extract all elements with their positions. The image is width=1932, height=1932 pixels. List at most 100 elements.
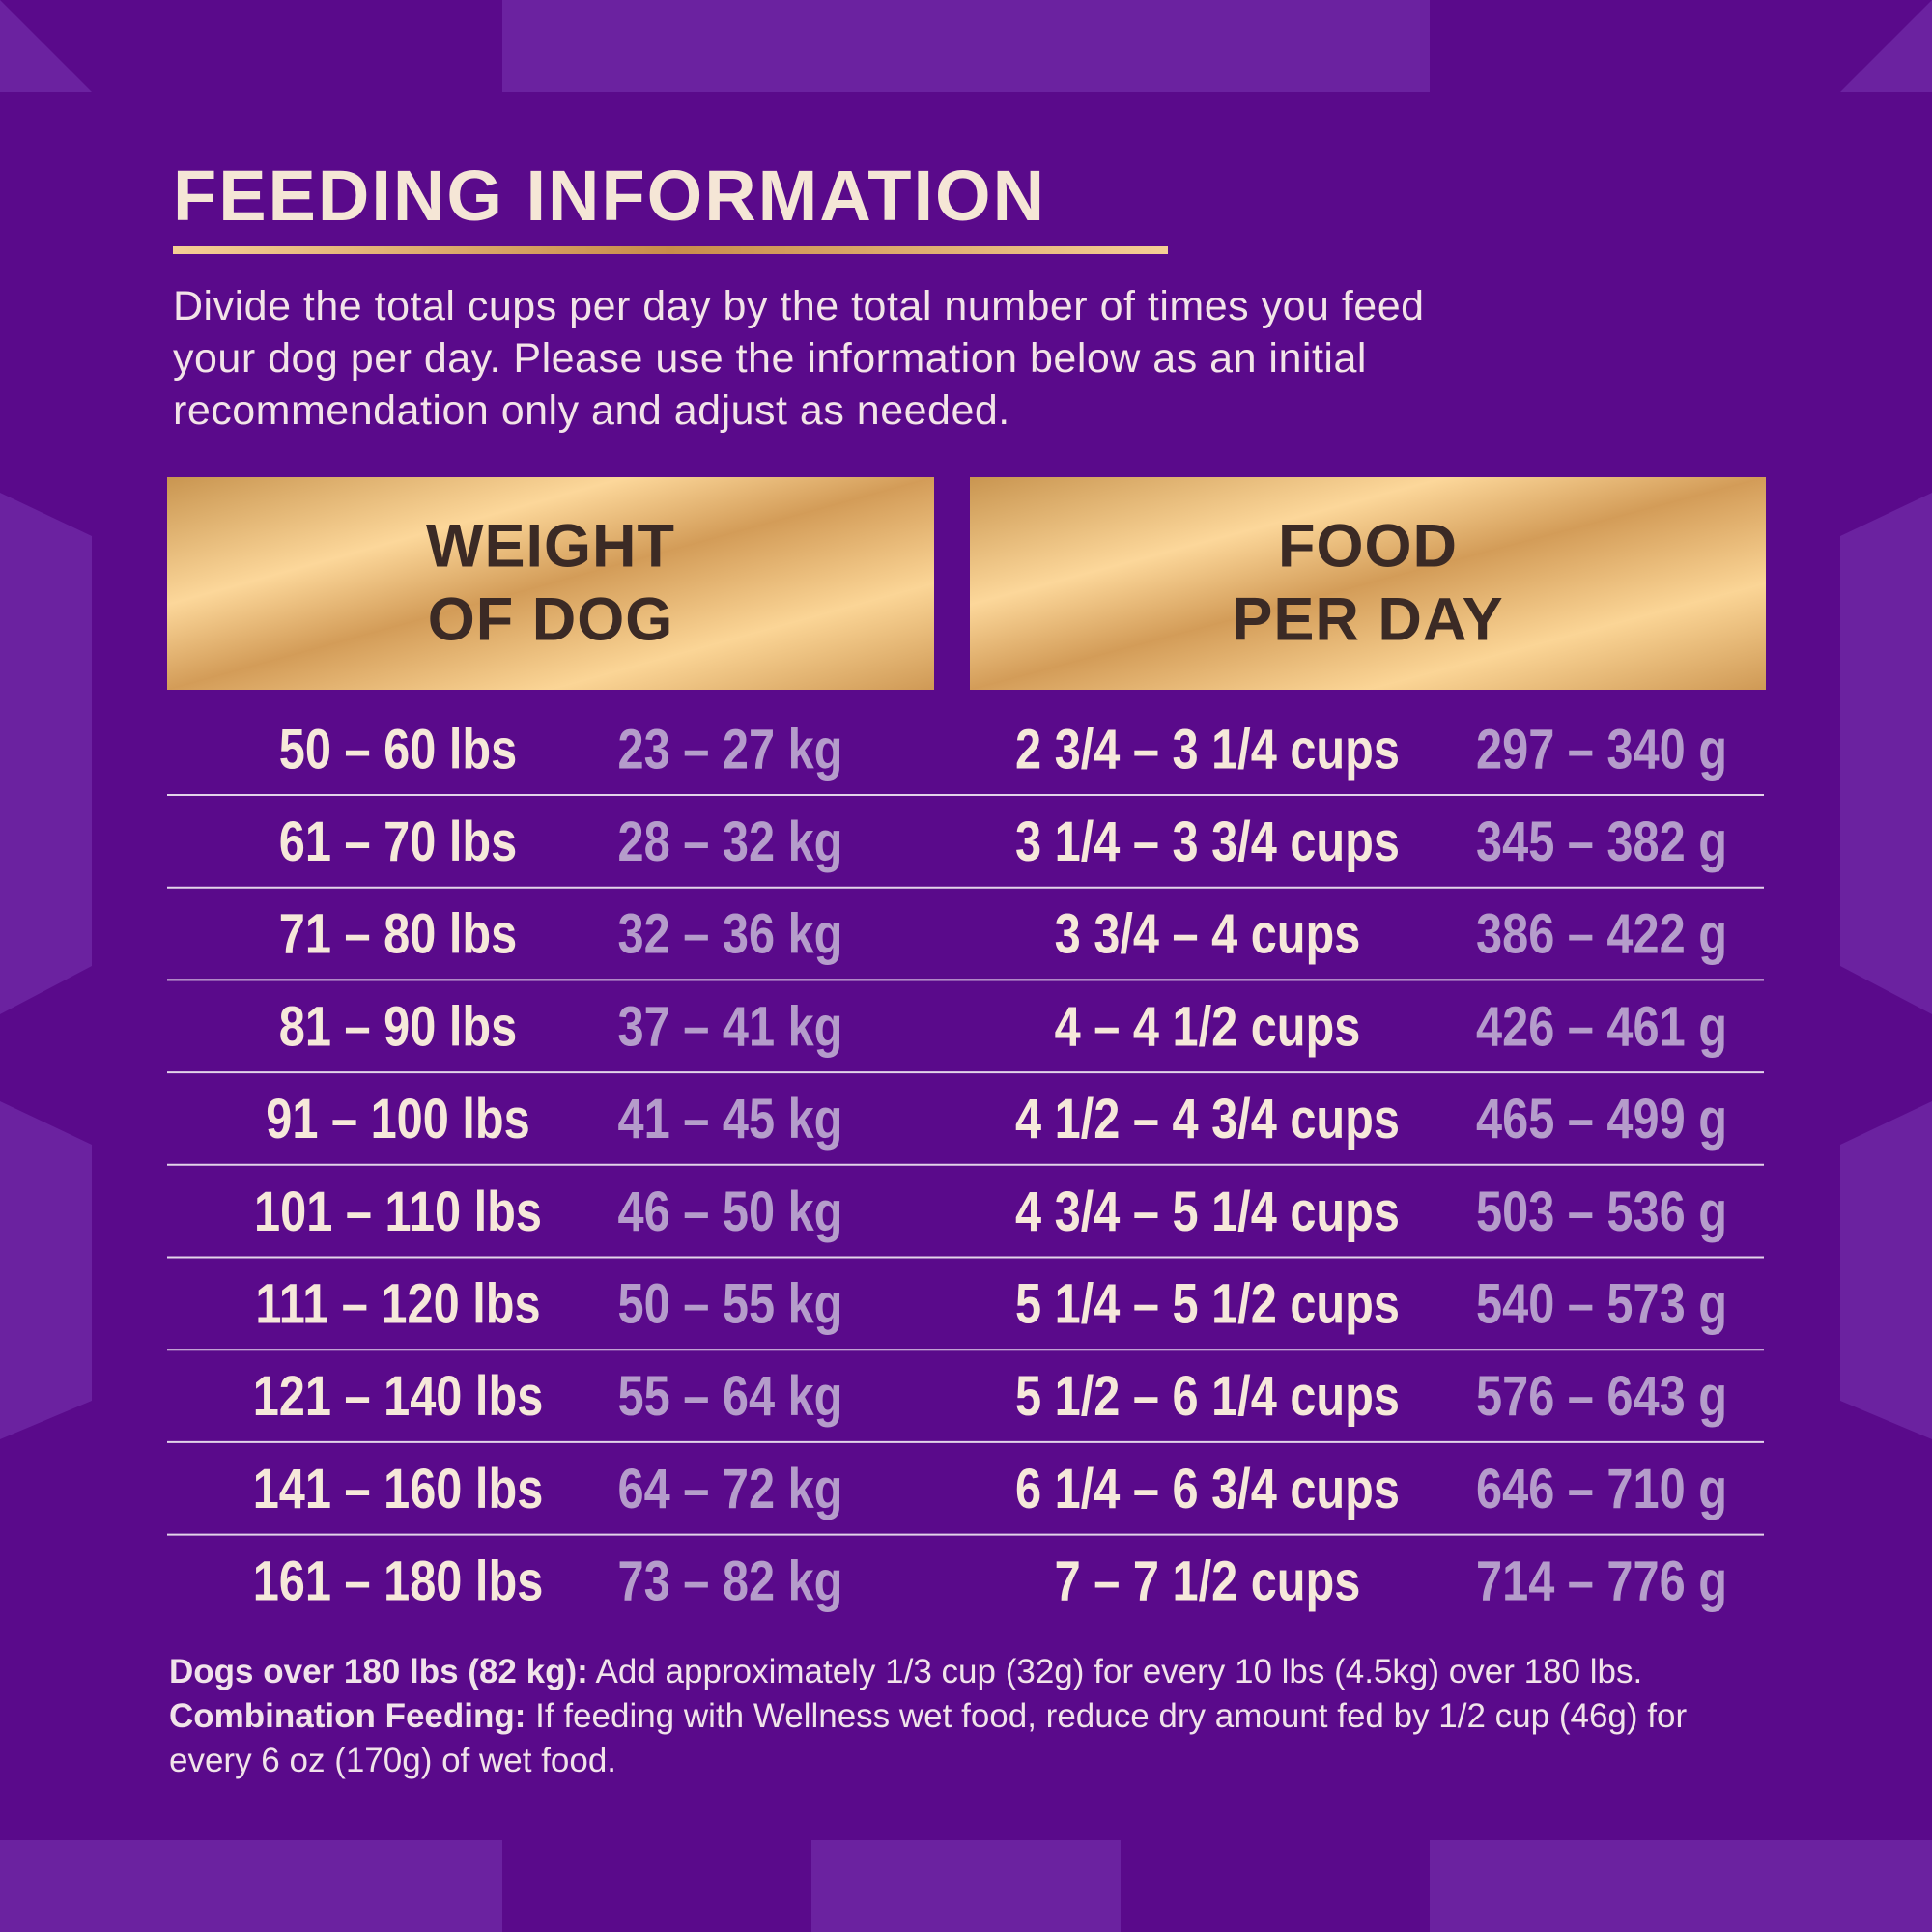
intro-line: your dog per day. Please use the informa… [173, 335, 1367, 382]
table-cell: 3 1/4 – 3 3/4 cups [1015, 811, 1400, 873]
table-cell: 61 – 70 lbs [279, 811, 517, 873]
cell-group: 37 – 41 kg [618, 997, 843, 1059]
table-cell: 7 – 7 1/2 cups [1055, 1551, 1361, 1613]
cell-group: 503 – 536 g [1476, 1181, 1727, 1243]
table-cell: 141 – 160 lbs [253, 1459, 544, 1520]
header-text: PER DAY [1232, 586, 1503, 654]
table-cell: 540 – 573 g [1476, 1274, 1727, 1336]
cell-group: 4 3/4 – 5 1/4 cups [1015, 1181, 1400, 1243]
cell-group: 73 – 82 kg [618, 1551, 843, 1613]
table-cell: 71 – 80 lbs [279, 904, 517, 966]
cell-group: 297 – 340 g [1476, 719, 1727, 781]
cell-group: 50 – 60 lbs [279, 719, 517, 781]
table-cell: 386 – 422 g [1476, 904, 1727, 966]
cell-group: 55 – 64 kg [618, 1366, 843, 1428]
table-cell: 161 – 180 lbs [253, 1551, 544, 1613]
cell-group: 64 – 72 kg [618, 1459, 843, 1520]
cell-group: 41 – 45 kg [618, 1089, 843, 1151]
table-cell: 646 – 710 g [1476, 1459, 1727, 1520]
cell-group: 465 – 499 g [1476, 1089, 1727, 1151]
cell-group: 646 – 710 g [1476, 1459, 1727, 1520]
table-cell: 81 – 90 lbs [279, 997, 517, 1059]
cell-group: 46 – 50 kg [618, 1181, 843, 1243]
cell-group: 426 – 461 g [1476, 997, 1727, 1059]
header-text: OF DOG [428, 586, 674, 654]
table-cell: 6 1/4 – 6 3/4 cups [1015, 1459, 1400, 1520]
table-cell: 73 – 82 kg [618, 1551, 843, 1613]
title-rule [173, 246, 1168, 254]
table-cell: 64 – 72 kg [618, 1459, 843, 1520]
table-cell: 23 – 27 kg [618, 719, 843, 781]
footnote: Dogs over 180 lbs (82 kg): Add approxima… [169, 1650, 1753, 1783]
table-cell: 426 – 461 g [1476, 997, 1727, 1059]
table-cell: 4 1/2 – 4 3/4 cups [1015, 1089, 1400, 1151]
cell-group: 23 – 27 kg [618, 719, 843, 781]
cell-group: 4 – 4 1/2 cups [1055, 997, 1361, 1059]
panel [92, 92, 1840, 1840]
cell-group: 3 1/4 – 3 3/4 cups [1015, 811, 1400, 873]
table-cell: 4 – 4 1/2 cups [1055, 997, 1361, 1059]
table-cell: 2 3/4 – 3 1/4 cups [1015, 719, 1400, 781]
header-cell [970, 477, 1766, 690]
table-cell: 5 1/4 – 5 1/2 cups [1015, 1274, 1400, 1336]
table-cell: 5 1/2 – 6 1/4 cups [1015, 1366, 1400, 1428]
table-cell: 41 – 45 kg [618, 1089, 843, 1151]
cell-group: 4 1/2 – 4 3/4 cups [1015, 1089, 1400, 1151]
table-cell: 55 – 64 kg [618, 1366, 843, 1428]
cell-group: 540 – 573 g [1476, 1274, 1727, 1336]
cell-group: 2 3/4 – 3 1/4 cups [1015, 719, 1400, 781]
cell-group: 714 – 776 g [1476, 1551, 1727, 1613]
cell-group: 3 3/4 – 4 cups [1055, 904, 1361, 966]
cell-group: 81 – 90 lbs [279, 997, 517, 1059]
cell-group: 32 – 36 kg [618, 904, 843, 966]
cell-group: 5 1/4 – 5 1/2 cups [1015, 1274, 1400, 1336]
table-cell: 121 – 140 lbs [253, 1366, 544, 1428]
table-cell: 345 – 382 g [1476, 811, 1727, 873]
table-cell: 503 – 536 g [1476, 1181, 1727, 1243]
cell-group: 576 – 643 g [1476, 1366, 1727, 1428]
table-cell: 111 – 120 lbs [255, 1274, 540, 1336]
table-cell: 576 – 643 g [1476, 1366, 1727, 1428]
cell-group: 61 – 70 lbs [279, 811, 517, 873]
cell-group: 6 1/4 – 6 3/4 cups [1015, 1459, 1400, 1520]
cell-group: 28 – 32 kg [618, 811, 843, 873]
cell-group: 91 – 100 lbs [266, 1089, 530, 1151]
table-cell: 50 – 60 lbs [279, 719, 517, 781]
table-cell: 297 – 340 g [1476, 719, 1727, 781]
table-cell: 91 – 100 lbs [266, 1089, 530, 1151]
cell-group: 161 – 180 lbs [253, 1551, 544, 1613]
cell-group: 111 – 120 lbs [255, 1274, 540, 1336]
header-text: FOOD [1278, 513, 1458, 581]
intro: Divide the total cups per day by the tot… [173, 280, 1425, 437]
table-cell: 101 – 110 lbs [254, 1181, 542, 1243]
header-text: WEIGHT [426, 513, 675, 581]
table-cell: 4 3/4 – 5 1/4 cups [1015, 1181, 1400, 1243]
footnote-text: Combination Feeding: [169, 1697, 526, 1735]
table-cell: 28 – 32 kg [618, 811, 843, 873]
intro-line: recommendation only and adjust as needed… [173, 387, 1010, 434]
cell-group: 5 1/2 – 6 1/4 cups [1015, 1366, 1400, 1428]
footnote-text: Add approximately 1/3 cup (32g) for ever… [587, 1653, 1643, 1690]
footnote-text: Dogs over 180 lbs (82 kg): [169, 1653, 588, 1690]
cell-group: 71 – 80 lbs [279, 904, 517, 966]
table-cell: 37 – 41 kg [618, 997, 843, 1059]
cell-group: 141 – 160 lbs [253, 1459, 544, 1520]
header-cell [167, 477, 934, 690]
cell-group: 121 – 140 lbs [253, 1366, 544, 1428]
table-cell: 50 – 55 kg [618, 1274, 843, 1336]
footnote-text: If feeding with Wellness wet food, reduc… [169, 1697, 1688, 1779]
intro-line: Divide the total cups per day by the tot… [173, 283, 1425, 329]
title: FEEDING INFORMATION [173, 156, 1047, 236]
cell-group: 7 – 7 1/2 cups [1055, 1551, 1361, 1613]
table-cell: 46 – 50 kg [618, 1181, 843, 1243]
cell-group: 386 – 422 g [1476, 904, 1727, 966]
table-cell: 3 3/4 – 4 cups [1055, 904, 1361, 966]
table-cell: 32 – 36 kg [618, 904, 843, 966]
cell-group: 50 – 55 kg [618, 1274, 843, 1336]
cell-group: 345 – 382 g [1476, 811, 1727, 873]
table-cell: 714 – 776 g [1476, 1551, 1727, 1613]
cell-group: 101 – 110 lbs [254, 1181, 542, 1243]
